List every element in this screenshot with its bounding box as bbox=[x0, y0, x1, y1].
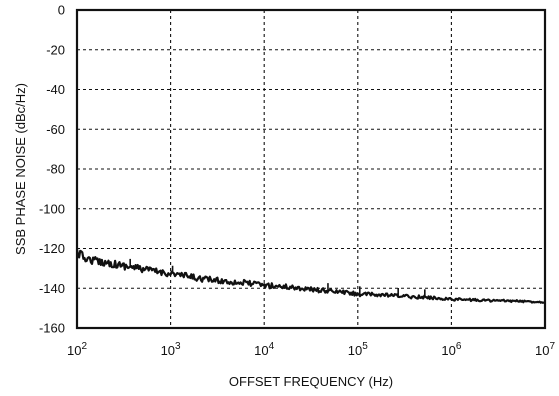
x-axis-ticks: 102 103 104 105 106 107 bbox=[67, 341, 555, 358]
plot-frame bbox=[75, 8, 547, 330]
y-tick-label: -100 bbox=[39, 201, 65, 216]
y-tick-label: -20 bbox=[46, 42, 65, 57]
y-tick-label: 0 bbox=[58, 3, 65, 18]
y-axis-title: SSB PHASE NOISE (dBc/Hz) bbox=[13, 83, 28, 255]
x-tick-label: 106 bbox=[441, 341, 461, 358]
y-tick-label: -160 bbox=[39, 321, 65, 336]
grid bbox=[77, 10, 545, 328]
x-tick-label: 102 bbox=[67, 341, 87, 358]
x-tick-label: 104 bbox=[254, 341, 274, 358]
x-tick-label: 107 bbox=[535, 341, 555, 358]
y-axis-ticks: 0 -20 -40 -60 -80 -100 -120 -140 -160 bbox=[39, 3, 65, 336]
series-layer bbox=[75, 249, 546, 304]
y-tick-label: -80 bbox=[46, 162, 65, 177]
y-tick-label: -60 bbox=[46, 122, 65, 137]
y-tick-label: -140 bbox=[39, 281, 65, 296]
y-tick-label: -120 bbox=[39, 241, 65, 256]
x-axis-title: OFFSET FREQUENCY (Hz) bbox=[229, 374, 393, 389]
x-tick-label: 103 bbox=[161, 341, 181, 358]
y-tick-label: -40 bbox=[46, 82, 65, 97]
x-tick-label: 105 bbox=[348, 341, 368, 358]
series-line bbox=[75, 249, 546, 304]
